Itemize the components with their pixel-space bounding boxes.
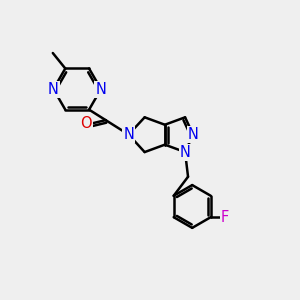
Text: F: F: [221, 210, 229, 225]
Text: N: N: [180, 145, 190, 160]
Text: N: N: [48, 82, 59, 97]
Text: N: N: [123, 127, 134, 142]
Text: O: O: [80, 116, 92, 131]
Text: N: N: [188, 127, 199, 142]
Text: N: N: [95, 82, 106, 97]
